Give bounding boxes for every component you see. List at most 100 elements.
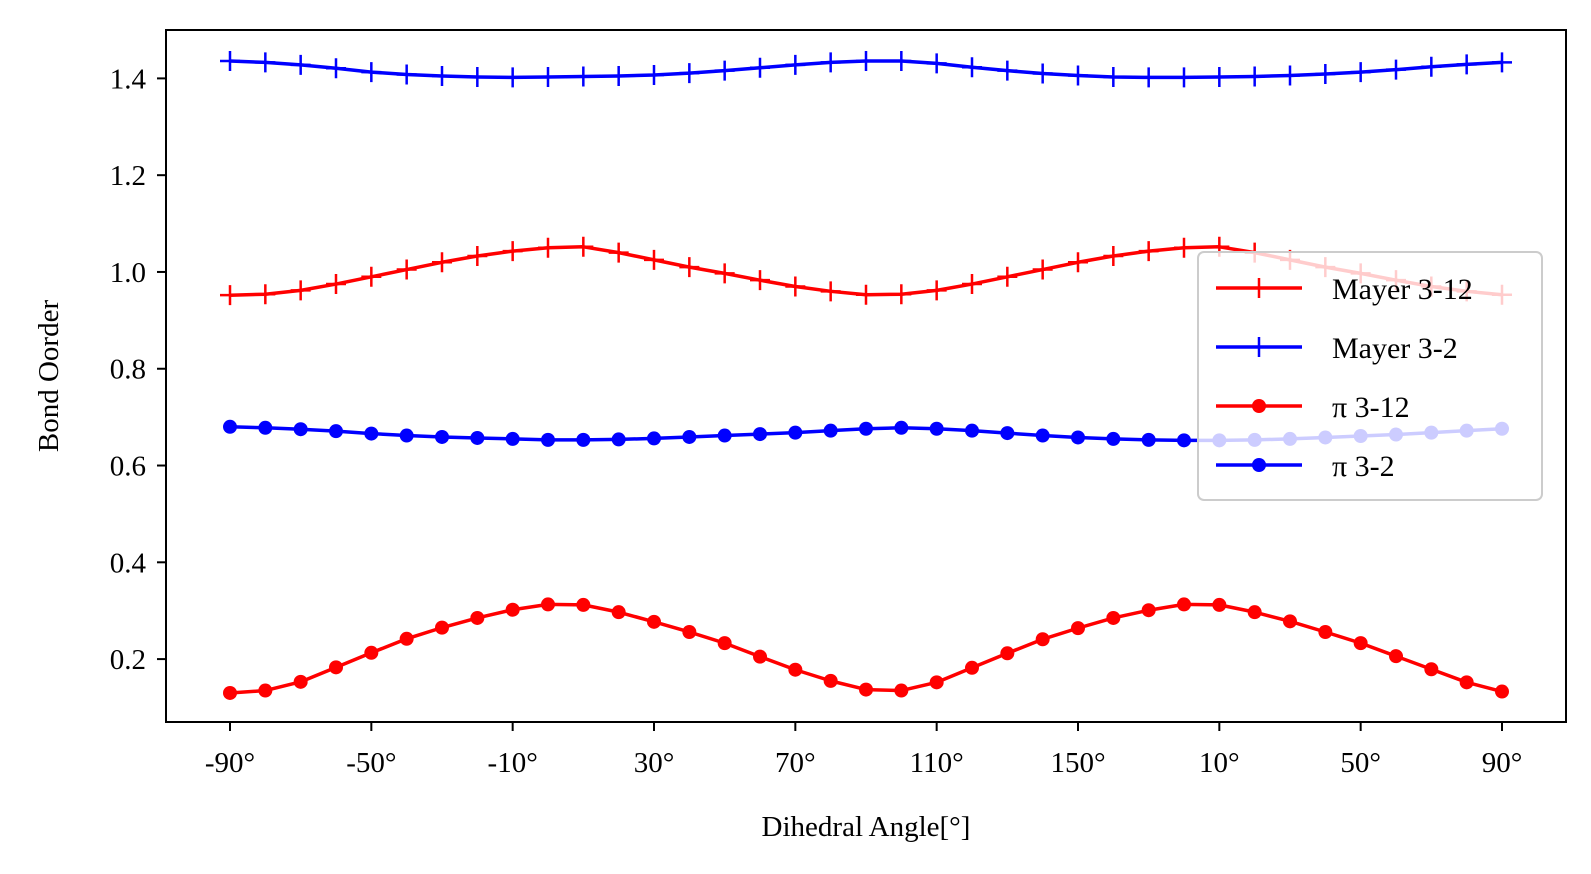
data-point [1177, 597, 1191, 612]
data-point [894, 420, 909, 435]
data-point [750, 57, 770, 78]
data-point [647, 431, 661, 446]
data-point [1032, 259, 1053, 280]
data-point [1353, 636, 1368, 651]
legend-marker [1252, 399, 1266, 413]
data-point [538, 237, 558, 258]
data-point [1212, 597, 1227, 612]
data-point [220, 285, 240, 306]
data-point [1174, 67, 1194, 88]
legend-label: Mayer 3-2 [1332, 332, 1458, 365]
legend: Mayer 3-12 Mayer 3-2 π 3-12 π 3-2 [1197, 251, 1543, 501]
data-point [962, 274, 982, 295]
legend-label: Mayer 3-12 [1332, 273, 1473, 306]
data-point [608, 65, 629, 86]
data-point [1068, 252, 1088, 273]
data-point [859, 421, 873, 436]
data-point [1174, 237, 1194, 258]
legend-marker [1249, 337, 1269, 357]
data-point [611, 432, 626, 447]
data-point [1318, 624, 1333, 639]
data-point [891, 50, 912, 71]
legend-marker [1252, 458, 1266, 472]
series-2 [223, 597, 1509, 700]
data-point [223, 685, 237, 700]
data-point [502, 67, 523, 88]
data-point [820, 281, 841, 302]
data-point [396, 259, 417, 280]
data-point [714, 60, 735, 81]
data-point [1386, 59, 1406, 80]
y-tick-label: 1.2 [110, 160, 146, 192]
y-tick-label: 0.2 [110, 644, 146, 676]
data-point [1424, 662, 1439, 677]
data-point [644, 249, 664, 270]
x-tick-label: 50° [1340, 747, 1381, 779]
data-point [856, 50, 876, 71]
legend-item: Mayer 3-2 [1216, 332, 1458, 365]
data-point [573, 66, 594, 87]
data-point [220, 50, 240, 71]
data-point [1350, 62, 1371, 83]
data-point [258, 420, 273, 435]
legend-box [1197, 251, 1543, 501]
data-point [1492, 52, 1512, 73]
data-point [467, 66, 488, 87]
data-point [1421, 56, 1442, 77]
data-point [929, 675, 944, 690]
data-point [785, 54, 806, 75]
data-point [679, 257, 700, 278]
data-point [1106, 431, 1121, 446]
data-point [823, 423, 838, 438]
data-point [399, 428, 414, 443]
data-point [1247, 605, 1262, 620]
plot-frame [165, 29, 1567, 723]
data-point [926, 280, 947, 301]
x-tick-label: -10° [488, 747, 538, 779]
data-point [965, 423, 979, 438]
series-1 [220, 50, 1512, 88]
data-point [290, 54, 311, 75]
data-point [538, 66, 558, 87]
x-axis-title: Dihedral Angle[°] [762, 811, 971, 843]
data-point [361, 266, 382, 287]
data-point [997, 60, 1018, 81]
data-point [1035, 428, 1050, 443]
data-point [1315, 64, 1336, 85]
y-tick-label: 0.4 [110, 547, 147, 579]
data-point [432, 252, 452, 273]
data-point [290, 280, 311, 301]
data-point [432, 65, 452, 86]
data-point [682, 624, 697, 639]
data-point [823, 673, 838, 688]
data-point [1000, 646, 1015, 661]
data-point [505, 431, 520, 446]
data-point [1106, 610, 1121, 625]
data-point [644, 65, 664, 86]
x-tick-label: 10° [1199, 747, 1240, 779]
series-line [229, 602, 1503, 695]
data-point [1141, 432, 1156, 447]
data-point [717, 636, 732, 651]
data-point [965, 660, 979, 675]
data-point [255, 284, 276, 305]
data-point [1103, 245, 1124, 266]
legend-label: π 3-12 [1332, 391, 1410, 424]
data-point [467, 245, 488, 266]
data-point [717, 428, 732, 443]
data-point [753, 427, 767, 442]
data-point [1071, 621, 1085, 636]
data-point [1035, 632, 1050, 647]
data-point [435, 620, 449, 635]
data-point [573, 236, 594, 257]
data-point [1456, 54, 1477, 75]
data-point [894, 683, 909, 698]
data-point [541, 432, 555, 447]
data-point [647, 614, 661, 629]
legend-item: π 3-12 [1216, 391, 1410, 424]
data-point [396, 64, 417, 85]
data-point [329, 424, 343, 439]
y-tick-label: 0.8 [110, 354, 146, 386]
data-point [679, 63, 700, 84]
